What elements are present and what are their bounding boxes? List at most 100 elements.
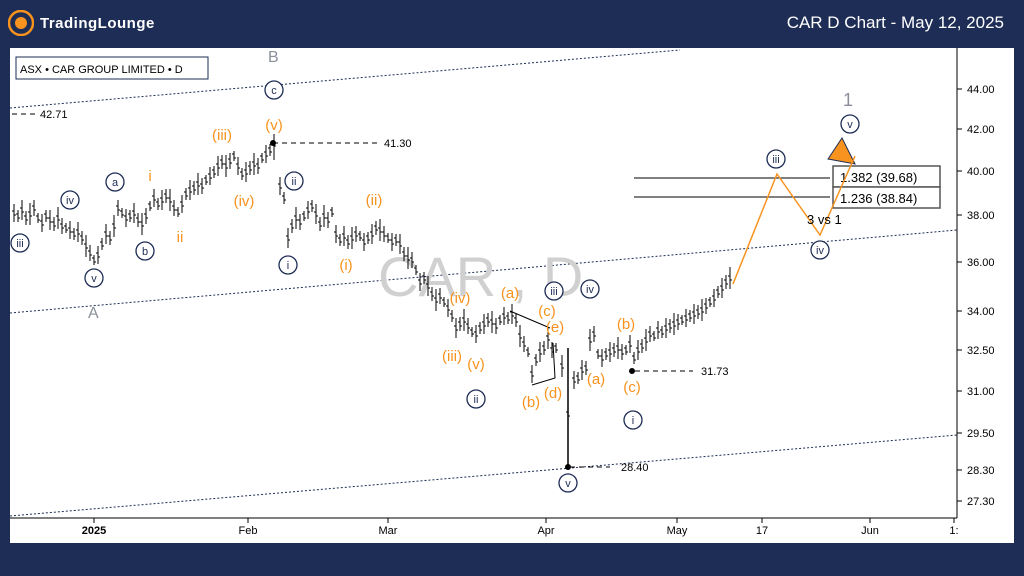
wave-label-navy: c <box>271 85 277 97</box>
wave-circle <box>544 281 564 301</box>
level-42-71: 42.71 <box>40 109 68 121</box>
wave-label-orange: (b) <box>617 316 635 333</box>
wave-label-navy: a <box>112 177 119 189</box>
y-tick-label: 28.30 <box>967 465 995 477</box>
wave-1: 1 <box>843 90 853 110</box>
wave-circle <box>558 473 578 493</box>
chart-area: CAR , D ASX • CAR GROUP LIMITED • D 42.7… <box>9 48 1014 543</box>
wave-label-orange: i <box>148 168 151 185</box>
level-lines <box>12 113 693 468</box>
triangle-line-upper <box>509 310 551 329</box>
wave-circle <box>284 171 304 191</box>
fib-label-1236: 1.236 (38.84) <box>840 191 917 206</box>
wave-label-orange: (iv) <box>234 193 255 210</box>
y-tick-label: 42.00 <box>967 124 995 136</box>
x-tick-label: Mar <box>379 525 398 537</box>
tradinglounge-logo: TradingLounge <box>8 10 155 36</box>
x-tick-label: 2025 <box>82 525 106 537</box>
point-41-30 <box>270 140 276 146</box>
channel-lines <box>9 49 958 517</box>
x-tick-label: Apr <box>537 525 554 537</box>
wave-label-orange: (ii) <box>366 192 383 209</box>
wave-circle <box>135 241 155 261</box>
wave-label-orange: (iii) <box>442 348 462 365</box>
wave-label-navy: iii <box>772 154 779 166</box>
level-41-30: 41.30 <box>384 138 412 150</box>
wave-circle <box>278 255 298 275</box>
level-31-73: 31.73 <box>701 366 729 378</box>
wave-label-orange: (iv) <box>450 290 471 307</box>
chart-title: CAR D Chart - May 12, 2025 <box>786 13 1004 32</box>
y-tick-label: 44.00 <box>967 84 995 96</box>
x-axis-ticks: 2025 Feb Mar Apr May 17 Jun 1: <box>82 518 959 537</box>
symbol-box <box>15 56 209 80</box>
triangle-line-lower <box>531 342 556 386</box>
wave-label-navy: ii <box>474 394 479 406</box>
point-31-73 <box>629 368 635 374</box>
wave-circle <box>840 114 860 134</box>
wave-label-navy: iii <box>16 238 23 250</box>
wave-circle <box>810 240 830 260</box>
level-28-40: 28.40 <box>621 462 649 474</box>
y-tick-label: 31.00 <box>967 386 995 398</box>
wave-circle <box>580 279 600 299</box>
wave-circle <box>60 190 80 210</box>
wave-circle <box>623 410 643 430</box>
wave-label-navy: b <box>142 246 148 258</box>
wave-label-orange: (d) <box>544 385 562 402</box>
y-tick-label: 29.50 <box>967 428 995 440</box>
wave-label-navy: iii <box>550 286 557 298</box>
wave-circle <box>766 149 786 169</box>
y-tick-label: 38.00 <box>967 210 995 222</box>
wave-circle <box>105 172 125 192</box>
wave-circle <box>10 233 30 253</box>
header: TradingLounge CAR D Chart - May 12, 2025 <box>0 0 1024 46</box>
wave-label-navy: i <box>632 415 634 427</box>
fib-label-1382: 1.382 (39.68) <box>840 170 917 185</box>
y-tick-label: 32.50 <box>967 345 995 357</box>
wave-B: B <box>268 49 279 66</box>
wave-label-orange: (c) <box>623 379 641 396</box>
wave-circle <box>264 80 284 100</box>
wave-label-navy: iv <box>66 195 74 207</box>
wave-circle <box>84 268 104 288</box>
chart-svg: CAR , D ASX • CAR GROUP LIMITED • D 42.7… <box>9 48 995 537</box>
wave-label-navy: v <box>565 478 571 490</box>
wave-label-orange: (i) <box>339 257 352 274</box>
wave-label-navy: ii <box>292 176 297 188</box>
wave-label-orange: (b) <box>522 394 540 411</box>
symbol-label: ASX • CAR GROUP LIMITED • D <box>20 64 183 76</box>
candles <box>12 134 732 468</box>
wave-label-orange: (c) <box>538 303 556 320</box>
orange-wave-labels: (iii)(v)iii(iv) (ii)(i)(iv)(iii) (v)(a)(b)… <box>148 117 640 411</box>
annotation-3vs1: 3 vs 1 <box>807 212 842 227</box>
y-tick-label: 34.00 <box>967 306 995 318</box>
wave-label-orange: (a) <box>501 285 519 302</box>
y-tick-label: 36.00 <box>967 257 995 269</box>
wave-label-navy: iv <box>816 245 824 257</box>
wave-A: A <box>88 305 99 322</box>
wave-label-navy: v <box>847 119 853 131</box>
logo-text: TradingLounge <box>40 14 155 32</box>
y-tick-label: 27.30 <box>967 496 995 508</box>
wave-label-navy: v <box>91 273 97 285</box>
target-triangle-icon <box>827 137 856 165</box>
bottom-band <box>0 543 1024 576</box>
wave-circle <box>466 389 486 409</box>
wave-label-orange: (a) <box>587 371 605 388</box>
wave-label-orange: (e) <box>546 319 564 336</box>
x-tick-label: Jun <box>861 525 879 537</box>
x-tick-label: 17 <box>756 525 768 537</box>
logo-icon <box>8 10 34 36</box>
wave-label-navy: i <box>287 260 289 272</box>
fib-box-1236 <box>832 186 941 209</box>
wave-label-navy: iv <box>586 284 594 296</box>
wave-label-orange: (iii) <box>212 127 232 144</box>
x-tick-label: May <box>667 525 688 537</box>
wave-label-orange: ii <box>177 229 184 246</box>
x-tick-label: 1: <box>949 525 958 537</box>
y-tick-label: 40.00 <box>967 166 995 178</box>
projection-path <box>732 155 856 285</box>
wave-label-orange: (v) <box>467 356 485 373</box>
